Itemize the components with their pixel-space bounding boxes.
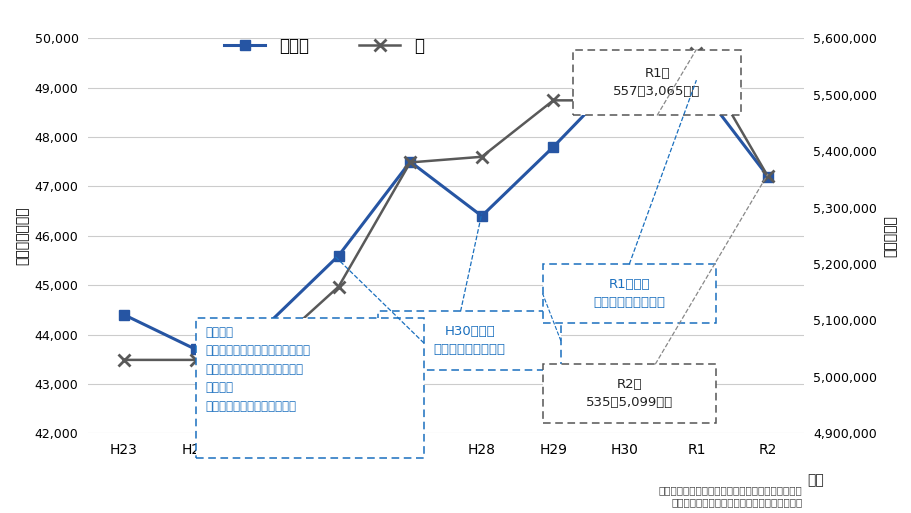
Text: R1富山県
４兆９，１０２億円: R1富山県 ４兆９，１０２億円 xyxy=(593,278,664,309)
Text: H30富山県
４兆９，４０１億円: H30富山県 ４兆９，４０１億円 xyxy=(434,325,505,357)
Text: ・製造業
　はん用・生産用・業務用機械、
　電子部品・デバイスの需要減
・建設業
　北陸新帹線開業後の工事減: ・製造業 はん用・生産用・業務用機械、 電子部品・デバイスの需要減 ・建設業 北… xyxy=(205,326,310,413)
Legend: 富山県, 国: 富山県, 国 xyxy=(217,30,430,62)
Text: 出典　富山県：令和元年度富山県民経済計算報告書
　　　　国：令和２年度国民経済計算年次推計: 出典 富山県：令和元年度富山県民経済計算報告書 国：令和２年度国民経済計算年次推… xyxy=(658,485,802,507)
Y-axis label: 億円（富山県）: 億円（富山県） xyxy=(15,206,29,265)
Text: R1国
557兆3,065億円: R1国 557兆3,065億円 xyxy=(613,67,700,98)
Text: 年度: 年度 xyxy=(806,473,824,487)
Text: R2国
535兆5,099億円: R2国 535兆5,099億円 xyxy=(585,378,672,409)
Y-axis label: 億円（国）: 億円（国） xyxy=(882,215,896,256)
